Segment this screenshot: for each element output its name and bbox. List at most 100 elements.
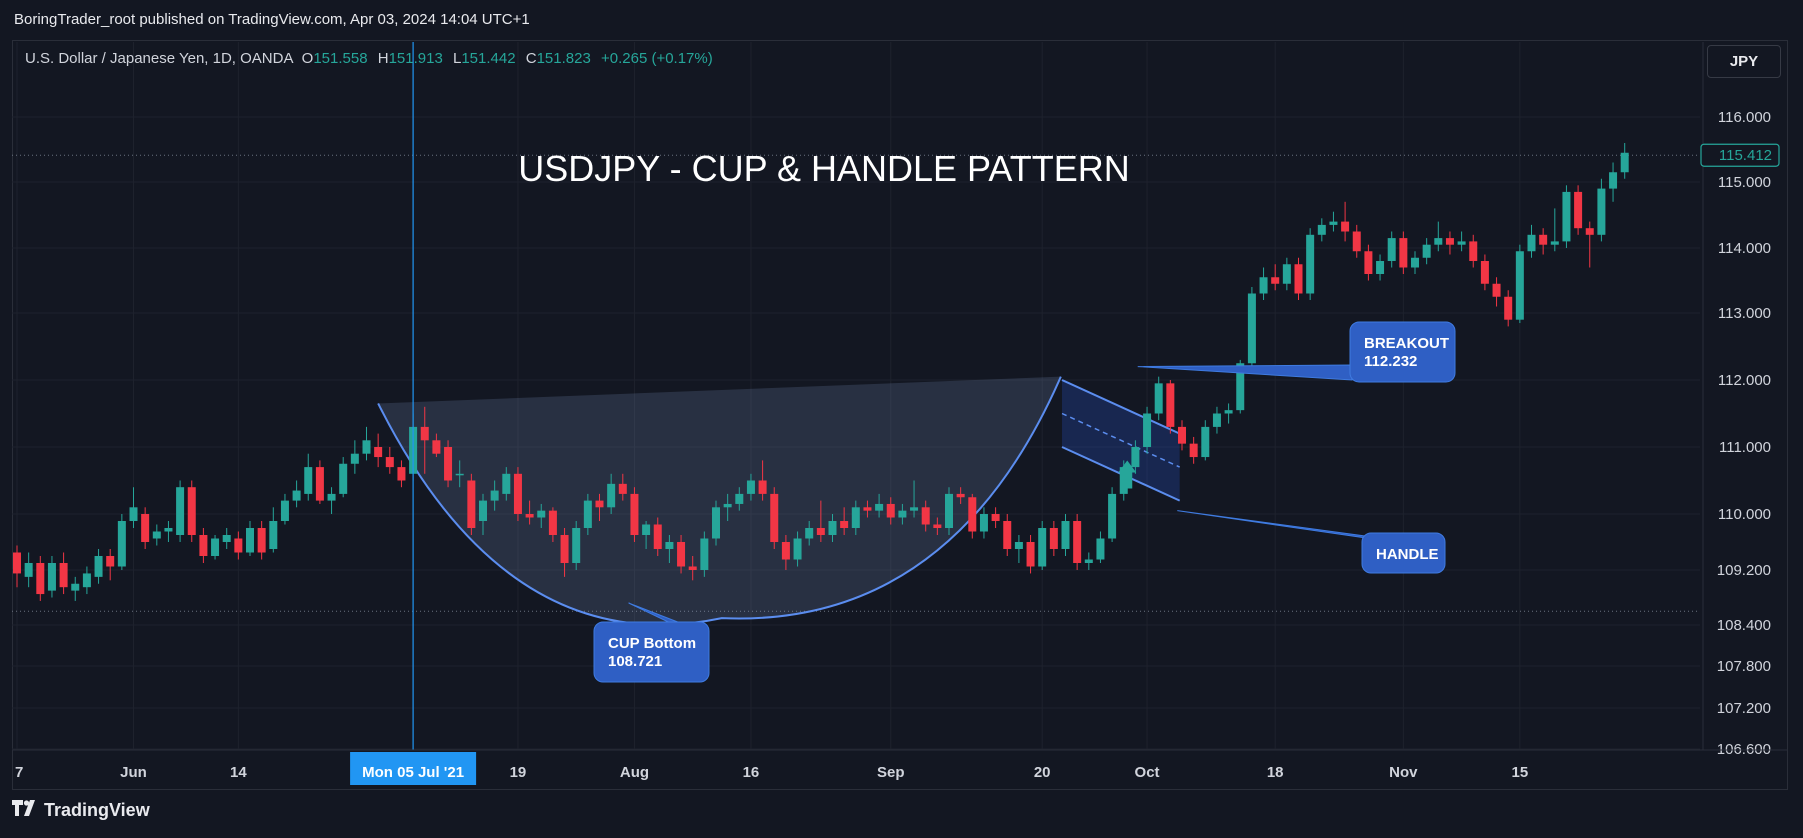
candle-body <box>280 500 289 521</box>
candle-body <box>1387 238 1396 261</box>
crosshair-date-label: Mon 05 Jul '21 <box>362 764 464 781</box>
candle-body <box>1306 234 1315 294</box>
last-price-label: 115.412 <box>1719 147 1772 164</box>
cup-bottom-value: 108.721 <box>608 653 662 670</box>
candle-body <box>770 493 779 542</box>
price-tick-label: 111.000 <box>1719 439 1771 456</box>
candle-body <box>1236 363 1245 411</box>
candle-body <box>560 535 569 563</box>
candle-body <box>548 510 557 535</box>
candle-body <box>1364 251 1373 274</box>
candle-body <box>350 453 359 464</box>
open-label: O <box>301 50 314 67</box>
candle-body <box>1399 238 1408 268</box>
handle-label: HANDLE <box>1376 546 1439 563</box>
candle-body <box>746 480 755 494</box>
chart-frame <box>12 40 1788 790</box>
time-tick-label: 15 <box>1512 764 1529 781</box>
candle-body <box>1317 224 1326 235</box>
candle-body <box>176 487 185 535</box>
candle-body <box>688 566 697 570</box>
candle-body <box>735 493 744 504</box>
low-label: L <box>452 50 462 67</box>
candle-body <box>385 457 394 468</box>
candle-body <box>758 480 767 494</box>
publish-bar: BoringTrader_root published on TradingVi… <box>0 0 1803 40</box>
candle-body <box>1539 234 1548 245</box>
handle-channel-top <box>1061 379 1181 435</box>
candle-body <box>898 510 907 518</box>
price-tick-label: 115.000 <box>1718 174 1771 191</box>
candle-body <box>292 490 301 501</box>
candle-body <box>1224 410 1233 414</box>
candle-body <box>607 483 616 508</box>
candle-body <box>222 535 231 542</box>
candle-body <box>234 538 243 553</box>
currency-button[interactable]: JPY <box>1707 45 1781 78</box>
candle-body <box>106 556 115 567</box>
candle-body <box>1247 293 1256 364</box>
candle-body <box>420 426 429 441</box>
price-tick-label: 109.200 <box>1717 562 1771 579</box>
candle-body <box>374 447 383 458</box>
candle-body <box>1154 383 1163 414</box>
price-tick-label: 108.400 <box>1717 617 1771 634</box>
low-value: 151.442 <box>461 50 516 67</box>
candle-body <box>47 563 56 591</box>
time-tick-label: Oct <box>1135 764 1160 781</box>
candle-body <box>910 507 919 511</box>
candle-body <box>246 528 254 553</box>
tradingview-logo-text: TradingView <box>44 800 150 820</box>
candle-body <box>1282 264 1291 284</box>
candle-body <box>36 563 45 595</box>
candle-body <box>1108 493 1117 539</box>
candle-body <box>1294 264 1303 294</box>
breakout-value: 112.232 <box>1364 353 1417 370</box>
time-tick-label: Sep <box>877 764 905 781</box>
candle-body <box>851 507 860 528</box>
candle-body <box>1329 221 1338 225</box>
candle-body <box>490 490 499 501</box>
candle-body <box>1527 234 1536 252</box>
candle-body <box>362 440 371 454</box>
time-tick-label: Aug <box>620 764 649 781</box>
candle-body <box>1061 521 1070 549</box>
high-value: 151.913 <box>388 50 443 67</box>
candle-body <box>1574 191 1583 229</box>
close-value: 151.823 <box>536 50 591 67</box>
change-value: +0.265 (+0.17%) <box>600 50 713 67</box>
candle-body <box>455 473 464 476</box>
candle-body <box>677 542 686 567</box>
breakout-callout-tail <box>1137 364 1353 381</box>
candle-body <box>1504 296 1513 320</box>
ohlc-legend: U.S. Dollar / Japanese Yen, 1D, OANDA O1… <box>25 50 719 67</box>
candle-body <box>13 552 21 574</box>
cup-area <box>378 376 1061 625</box>
candle-body <box>816 528 825 535</box>
cup-bottom-label: CUP Bottom <box>608 635 696 652</box>
candle-body <box>1341 221 1350 232</box>
chart-title: USDJPY - CUP & HANDLE PATTERN <box>518 148 1129 189</box>
breakout-callout <box>1349 321 1456 383</box>
tradingview-footer[interactable]: TradingView <box>12 800 150 821</box>
candle-body <box>1457 241 1466 245</box>
candle-body <box>793 538 802 560</box>
candle-body <box>24 563 33 577</box>
candle-body <box>1620 152 1629 173</box>
candle-body <box>1434 238 1443 245</box>
candle-body <box>479 500 487 521</box>
candle-body <box>164 528 173 532</box>
candle-body <box>1422 244 1431 258</box>
breakout-arrow-icon <box>1118 460 1137 489</box>
handle-channel-mid <box>1061 412 1180 468</box>
candle-body <box>1609 172 1618 189</box>
candle-body <box>1166 383 1175 427</box>
candle-body <box>1492 283 1501 297</box>
candle-body <box>444 447 453 481</box>
candle-body <box>781 542 790 560</box>
cup-bottom-callout <box>593 621 710 683</box>
tradingview-logo-icon <box>12 800 38 821</box>
open-value: 151.558 <box>313 50 368 67</box>
handle-callout-tail <box>1177 510 1381 539</box>
